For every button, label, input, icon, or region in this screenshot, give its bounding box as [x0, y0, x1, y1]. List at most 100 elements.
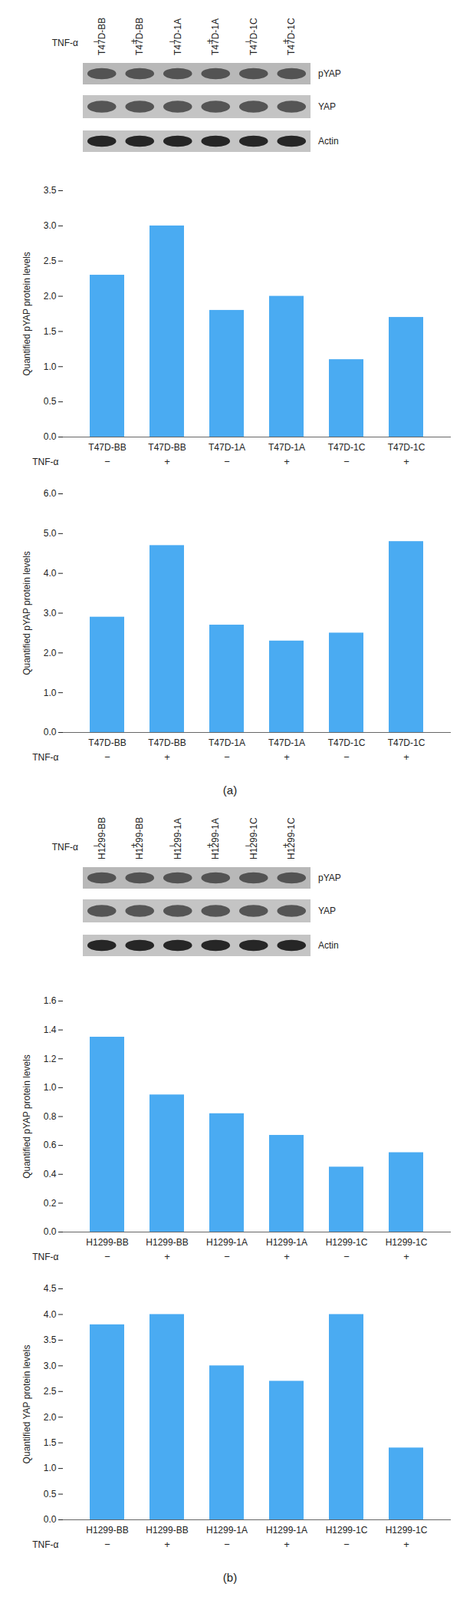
svg-text:T47D-1A: T47D-1A	[208, 441, 246, 453]
svg-text:−: −	[244, 36, 250, 47]
svg-text:H1299-BB: H1299-BB	[85, 1523, 129, 1535]
svg-text:T47D-1A: T47D-1A	[268, 736, 306, 748]
svg-text:4.0: 4.0	[43, 567, 57, 579]
svg-text:1.4: 1.4	[43, 1023, 57, 1035]
svg-text:0.6: 0.6	[43, 1138, 57, 1150]
svg-text:YAP: YAP	[318, 101, 336, 112]
svg-text:T47D-1C: T47D-1C	[387, 736, 426, 748]
svg-text:YAP: YAP	[318, 904, 336, 916]
svg-text:−: −	[104, 455, 111, 467]
svg-text:+: +	[283, 750, 290, 763]
svg-text:3.0: 3.0	[43, 1359, 57, 1371]
svg-text:−: −	[223, 750, 230, 763]
svg-text:−: −	[223, 455, 230, 467]
svg-text:T47D-1C: T47D-1C	[328, 441, 366, 453]
svg-text:0.4: 0.4	[43, 1167, 57, 1179]
svg-text:0.5: 0.5	[43, 1487, 57, 1499]
svg-text:4.5: 4.5	[43, 1281, 57, 1293]
svg-text:3.0: 3.0	[43, 607, 57, 618]
svg-text:0.0: 0.0	[43, 430, 57, 442]
svg-text:H1299-1C: H1299-1C	[325, 1523, 368, 1535]
svg-text:Actin: Actin	[318, 939, 339, 950]
svg-text:−: −	[343, 1537, 350, 1549]
svg-text:−: −	[92, 839, 99, 851]
svg-text:T47D-1C: T47D-1C	[328, 736, 366, 748]
svg-text:Quantified pYAP protein levels: Quantified pYAP protein levels	[21, 251, 33, 376]
svg-text:6.0: 6.0	[43, 487, 57, 499]
svg-text:pYAP: pYAP	[318, 68, 342, 79]
svg-text:−: −	[223, 1249, 230, 1262]
svg-text:H1299-1C: H1299-1C	[248, 816, 260, 859]
svg-text:T47D-1C: T47D-1C	[387, 441, 426, 453]
svg-text:−: −	[168, 839, 175, 851]
svg-text:3.5: 3.5	[43, 1333, 57, 1344]
svg-text:H1299-BB: H1299-BB	[85, 1235, 129, 1247]
svg-text:−: −	[104, 1249, 111, 1262]
svg-text:H1299-1A: H1299-1A	[206, 1235, 248, 1247]
svg-text:+: +	[283, 1249, 290, 1262]
svg-text:1.2: 1.2	[43, 1052, 57, 1064]
svg-text:3.0: 3.0	[43, 220, 57, 231]
svg-text:+: +	[403, 1537, 410, 1549]
svg-text:2.0: 2.0	[43, 1410, 57, 1422]
svg-text:1.0: 1.0	[43, 686, 57, 698]
svg-text:0.2: 0.2	[43, 1196, 57, 1208]
svg-text:1.0: 1.0	[43, 1081, 57, 1092]
svg-text:0.8: 0.8	[43, 1110, 57, 1121]
svg-text:0.0: 0.0	[43, 1225, 57, 1236]
svg-text:+: +	[131, 839, 137, 851]
svg-text:+: +	[283, 455, 290, 467]
svg-text:−: −	[104, 1537, 111, 1549]
svg-text:+: +	[283, 1537, 290, 1549]
svg-text:5.0: 5.0	[43, 527, 57, 539]
svg-text:−: −	[343, 455, 350, 467]
svg-text:T47D-BB: T47D-BB	[88, 441, 126, 453]
svg-text:+: +	[164, 1537, 171, 1549]
svg-text:−: −	[343, 750, 350, 763]
svg-text:+: +	[207, 36, 213, 47]
svg-text:H1299-1A: H1299-1A	[266, 1523, 308, 1535]
svg-text:4.0: 4.0	[43, 1307, 57, 1319]
svg-text:+: +	[131, 36, 137, 47]
svg-text:2.0: 2.0	[43, 290, 57, 302]
svg-text:H1299-1A: H1299-1A	[206, 1523, 248, 1535]
svg-text:T47D-BB: T47D-BB	[147, 441, 186, 453]
svg-text:−: −	[223, 1537, 230, 1549]
svg-text:H1299-1A: H1299-1A	[172, 817, 184, 859]
svg-text:H1299-1A: H1299-1A	[266, 1235, 308, 1247]
svg-text:T47D-BB: T47D-BB	[147, 736, 186, 748]
svg-text:+: +	[164, 455, 171, 467]
svg-text:2.5: 2.5	[43, 1384, 57, 1396]
svg-text:3.5: 3.5	[43, 184, 57, 196]
svg-text:+: +	[164, 750, 171, 763]
svg-text:H1299-1C: H1299-1C	[385, 1523, 428, 1535]
svg-text:0.5: 0.5	[43, 395, 57, 407]
svg-text:H1299-1A: H1299-1A	[210, 817, 221, 859]
svg-text:TNF-α: TNF-α	[32, 1250, 59, 1262]
svg-text:T47D-BB: T47D-BB	[88, 736, 126, 748]
svg-text:2.0: 2.0	[43, 647, 57, 658]
svg-text:pYAP: pYAP	[318, 871, 342, 883]
svg-text:H1299-BB: H1299-BB	[96, 816, 108, 859]
svg-text:−: −	[104, 750, 111, 763]
svg-text:+: +	[403, 455, 410, 467]
svg-text:Actin: Actin	[318, 135, 339, 147]
svg-text:H1299-BB: H1299-BB	[145, 1235, 188, 1247]
svg-text:H1299-BB: H1299-BB	[134, 816, 145, 859]
svg-text:Quantified pYAP protein levels: Quantified pYAP protein levels	[21, 550, 33, 675]
svg-text:1.0: 1.0	[43, 361, 57, 372]
svg-text:T47D-1A: T47D-1A	[208, 736, 246, 748]
svg-text:1.5: 1.5	[43, 325, 57, 337]
svg-text:+: +	[403, 750, 410, 763]
svg-text:0.0: 0.0	[43, 726, 57, 737]
svg-text:2.5: 2.5	[43, 255, 57, 267]
svg-text:−: −	[244, 839, 250, 851]
svg-text:−: −	[92, 36, 99, 47]
svg-text:H1299-BB: H1299-BB	[145, 1523, 188, 1535]
svg-text:+: +	[403, 1249, 410, 1262]
svg-text:Quantified pYAP protein levels: Quantified pYAP protein levels	[21, 1053, 33, 1178]
svg-text:+: +	[207, 839, 213, 851]
svg-text:+: +	[164, 1249, 171, 1262]
svg-text:1.0: 1.0	[43, 1461, 57, 1472]
svg-text:Quantified YAP protein levels: Quantified YAP protein levels	[21, 1343, 33, 1463]
